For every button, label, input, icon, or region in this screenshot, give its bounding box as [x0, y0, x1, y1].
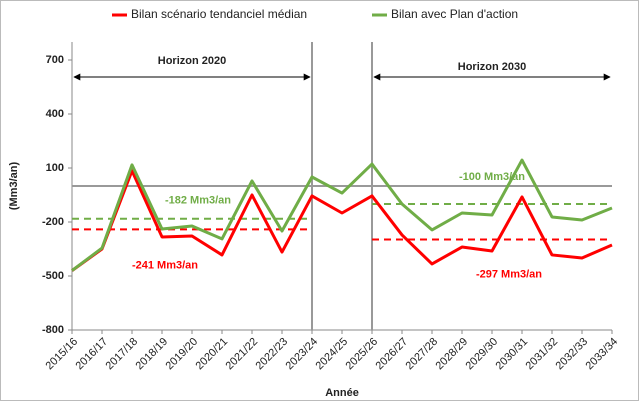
y-tick-label: -200: [42, 216, 64, 228]
average-label: -182 Mm3/an: [165, 195, 231, 207]
x-axis-label: Année: [325, 387, 359, 399]
y-tick-label: 400: [46, 108, 64, 120]
horizon-label: Horizon 2030: [458, 61, 526, 73]
series-line: [71, 169, 613, 272]
average-label: -241 Mm3/an: [132, 259, 198, 271]
average-label: -297 Mm3/an: [476, 268, 542, 280]
average-label: -100 Mm3/an: [459, 171, 525, 183]
y-tick-label: -800: [42, 324, 64, 336]
legend-label: Bilan avec Plan d'action: [391, 7, 518, 21]
y-tick-label: 100: [46, 162, 64, 174]
y-tick-label: 700: [46, 54, 64, 66]
y-axis-label: (Mm3/an): [8, 162, 20, 211]
series-line: [71, 158, 613, 272]
horizon-label: Horizon 2020: [158, 55, 226, 67]
y-tick-label: -500: [42, 270, 64, 282]
legend-label: Bilan scénario tendanciel médian: [131, 7, 307, 21]
